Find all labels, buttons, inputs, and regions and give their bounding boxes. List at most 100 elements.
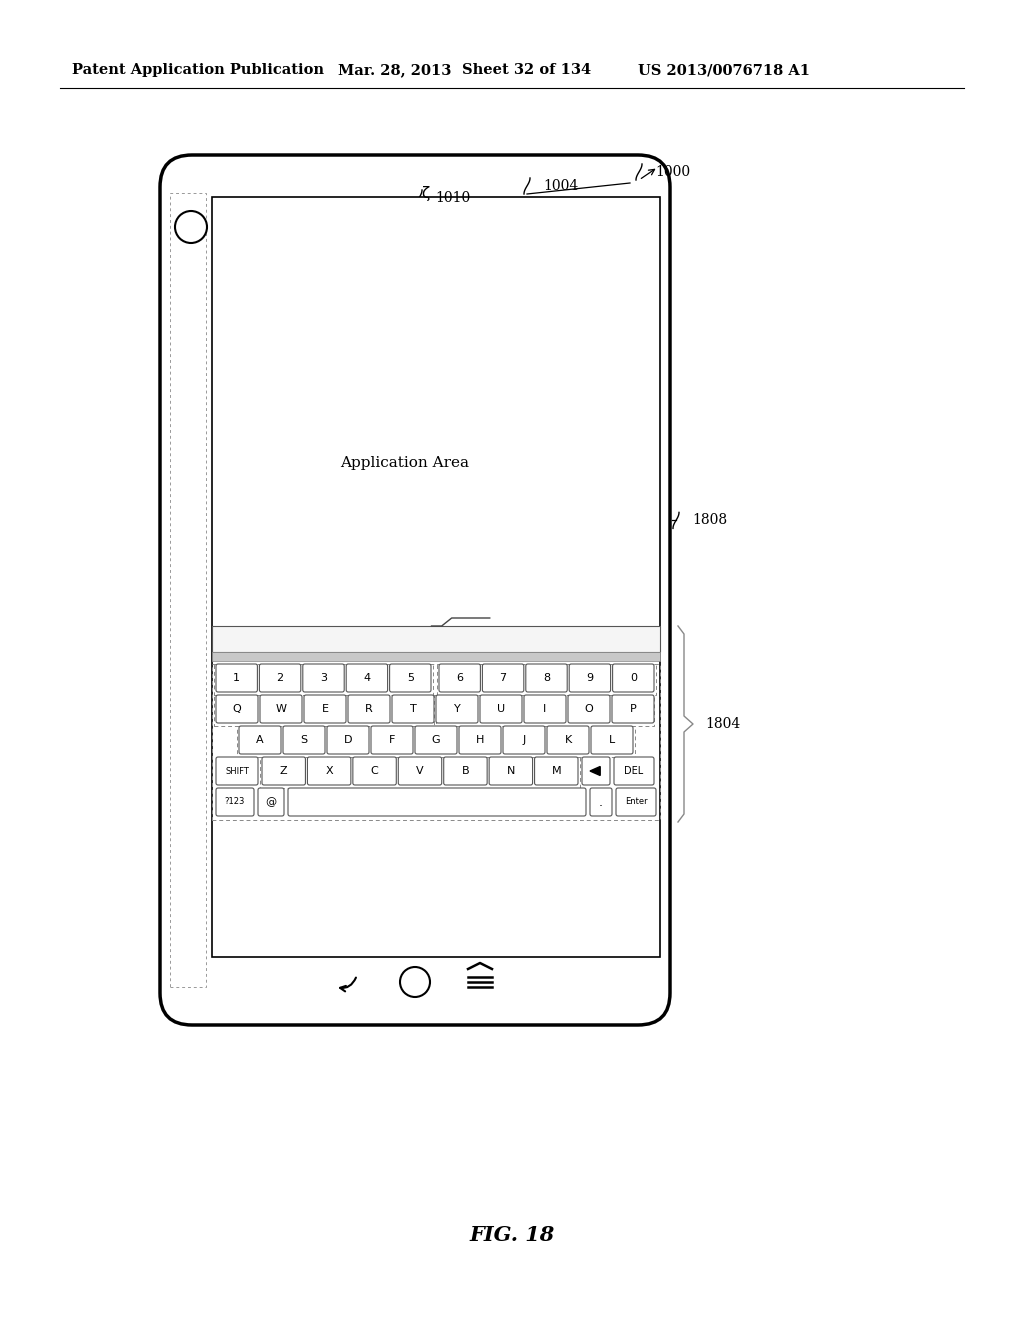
FancyBboxPatch shape (590, 788, 612, 816)
Text: O: O (585, 704, 593, 714)
Bar (260, 756, 580, 788)
FancyBboxPatch shape (436, 696, 478, 723)
Text: C: C (371, 766, 379, 776)
Text: Sheet 32 of 134: Sheet 32 of 134 (462, 63, 591, 77)
Text: W: W (275, 704, 287, 714)
FancyBboxPatch shape (262, 756, 305, 785)
Text: 6: 6 (457, 673, 463, 682)
Bar (212, 197, 660, 957)
FancyBboxPatch shape (283, 726, 325, 754)
Text: I: I (544, 704, 547, 714)
Text: V: V (416, 766, 424, 776)
FancyBboxPatch shape (307, 756, 351, 785)
Text: 7: 7 (500, 673, 507, 682)
Text: U: U (497, 704, 505, 714)
FancyBboxPatch shape (260, 696, 302, 723)
FancyBboxPatch shape (524, 696, 566, 723)
Text: Q: Q (232, 704, 242, 714)
Text: FIG. 18: FIG. 18 (469, 1225, 555, 1245)
Text: Application Area: Application Area (340, 455, 469, 470)
FancyBboxPatch shape (503, 726, 545, 754)
Text: @: @ (265, 797, 276, 807)
FancyBboxPatch shape (216, 664, 257, 692)
Text: A: A (256, 735, 264, 744)
Bar (212, 652, 660, 661)
Text: X: X (326, 766, 333, 776)
FancyBboxPatch shape (591, 726, 633, 754)
Text: G: G (432, 735, 440, 744)
FancyBboxPatch shape (160, 154, 670, 1026)
Text: Y: Y (454, 704, 461, 714)
Bar (214, 696, 436, 726)
Text: B: B (462, 766, 469, 776)
Text: Enter: Enter (625, 797, 647, 807)
FancyBboxPatch shape (389, 664, 431, 692)
Text: .: . (599, 796, 603, 808)
Bar (212, 664, 660, 820)
FancyBboxPatch shape (346, 664, 388, 692)
FancyBboxPatch shape (525, 664, 567, 692)
Text: T: T (410, 704, 417, 714)
FancyBboxPatch shape (348, 696, 390, 723)
Text: DEL: DEL (625, 766, 644, 776)
FancyBboxPatch shape (568, 696, 610, 723)
Text: N: N (507, 766, 515, 776)
Text: 1004: 1004 (543, 180, 579, 193)
Circle shape (175, 211, 207, 243)
FancyBboxPatch shape (569, 664, 610, 692)
Bar (434, 696, 654, 726)
FancyBboxPatch shape (612, 696, 654, 723)
Text: M: M (552, 766, 561, 776)
FancyBboxPatch shape (216, 696, 258, 723)
FancyBboxPatch shape (216, 788, 254, 816)
FancyBboxPatch shape (482, 664, 524, 692)
FancyBboxPatch shape (489, 756, 532, 785)
FancyBboxPatch shape (480, 696, 522, 723)
FancyBboxPatch shape (288, 788, 586, 816)
Text: 4: 4 (364, 673, 371, 682)
Text: 5: 5 (407, 673, 414, 682)
Circle shape (400, 968, 430, 997)
FancyBboxPatch shape (614, 756, 654, 785)
FancyBboxPatch shape (415, 726, 457, 754)
Text: US 2013/0076718 A1: US 2013/0076718 A1 (638, 63, 810, 77)
Polygon shape (590, 767, 600, 776)
Text: J: J (522, 735, 525, 744)
Text: ζ: ζ (421, 186, 429, 201)
FancyBboxPatch shape (327, 726, 369, 754)
FancyBboxPatch shape (398, 756, 441, 785)
FancyBboxPatch shape (439, 664, 480, 692)
FancyBboxPatch shape (535, 756, 578, 785)
Text: SHIFT: SHIFT (225, 767, 249, 776)
FancyBboxPatch shape (259, 664, 301, 692)
FancyBboxPatch shape (612, 664, 654, 692)
Text: Mar. 28, 2013: Mar. 28, 2013 (338, 63, 452, 77)
Text: ?123: ?123 (225, 797, 245, 807)
Text: Z: Z (280, 766, 288, 776)
FancyBboxPatch shape (392, 696, 434, 723)
FancyBboxPatch shape (304, 696, 346, 723)
FancyBboxPatch shape (616, 788, 656, 816)
FancyBboxPatch shape (258, 788, 284, 816)
Text: 1010: 1010 (435, 191, 470, 205)
Text: K: K (564, 735, 571, 744)
Text: D: D (344, 735, 352, 744)
FancyBboxPatch shape (582, 756, 610, 785)
FancyBboxPatch shape (547, 726, 589, 754)
Text: 1000: 1000 (655, 165, 690, 180)
Text: 2: 2 (276, 673, 284, 682)
FancyBboxPatch shape (353, 756, 396, 785)
Bar (214, 664, 433, 696)
Text: Patent Application Publication: Patent Application Publication (72, 63, 324, 77)
FancyBboxPatch shape (303, 664, 344, 692)
Text: H: H (476, 735, 484, 744)
FancyBboxPatch shape (216, 756, 258, 785)
FancyBboxPatch shape (371, 726, 413, 754)
Bar (437, 664, 656, 696)
Text: P: P (630, 704, 636, 714)
Bar (237, 726, 635, 756)
Text: L: L (609, 735, 615, 744)
Text: 1808: 1808 (692, 513, 727, 528)
Text: E: E (322, 704, 329, 714)
FancyBboxPatch shape (459, 726, 501, 754)
